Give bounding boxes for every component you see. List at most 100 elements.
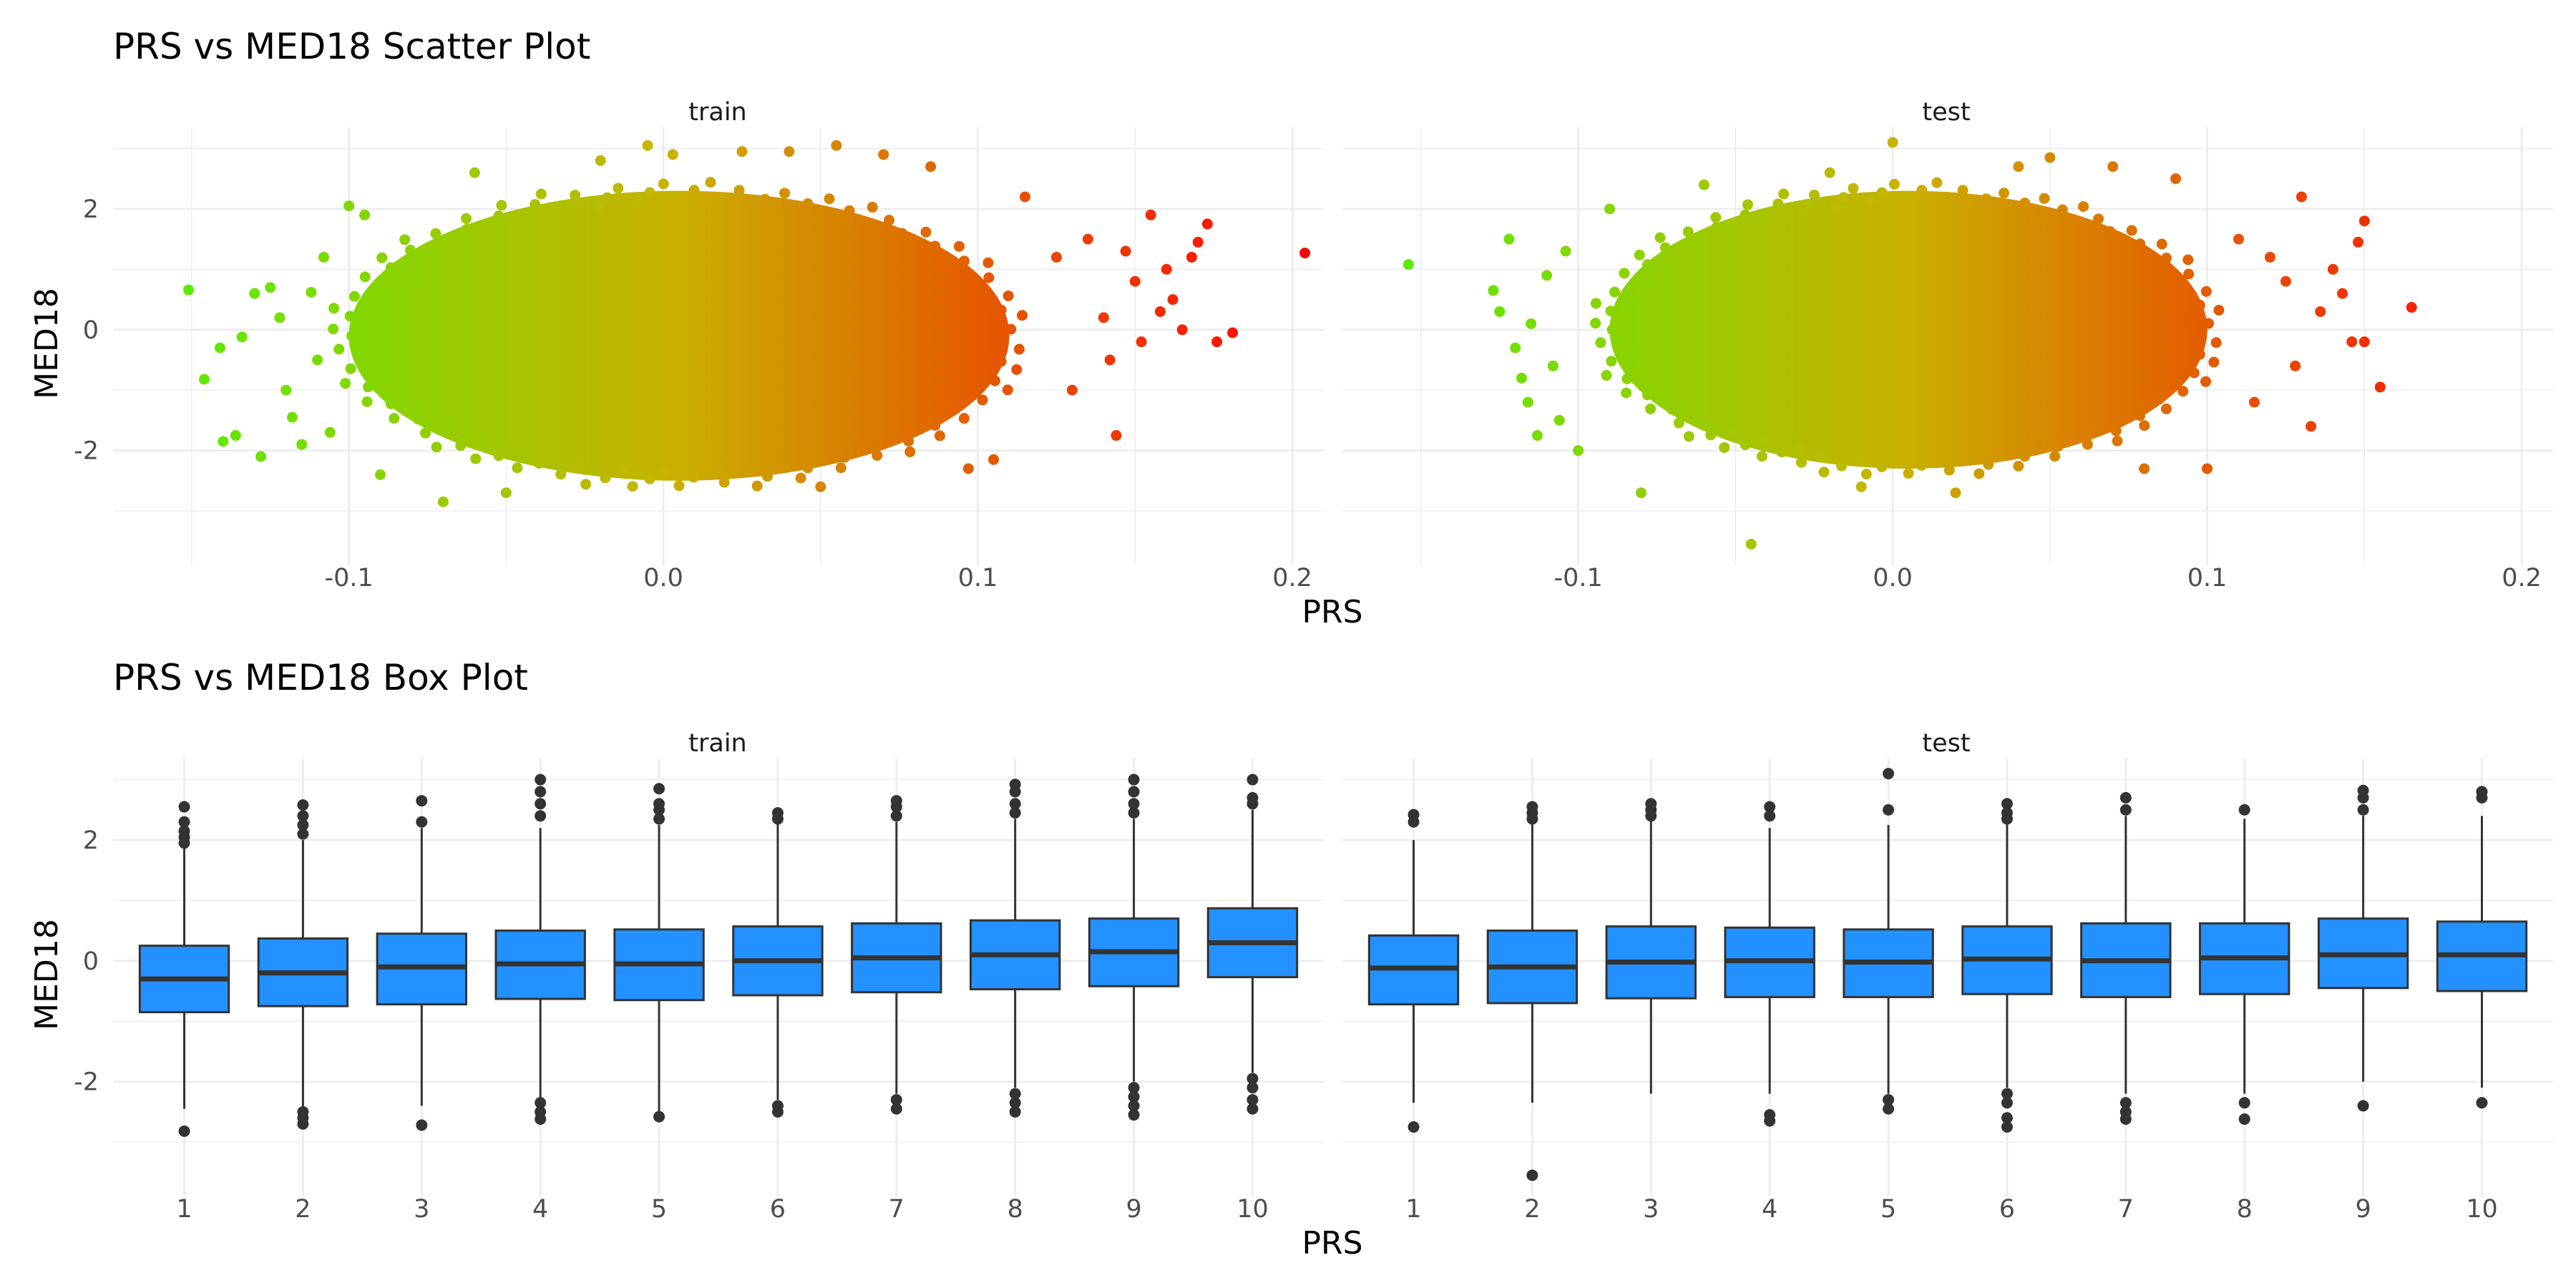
box-outlier [1009,806,1021,819]
scatter-point [296,439,308,450]
scatter-point [1104,354,1116,366]
scatter-point [1698,179,1709,190]
scatter-point [1848,182,1859,194]
scatter-point [1590,298,1601,309]
scatter-point [950,403,962,414]
box-outlier [1128,1100,1140,1112]
scatter-point [420,427,431,439]
scatter-point [1645,403,1657,414]
scatter-point [430,228,441,239]
scatter-point [2129,400,2140,411]
scatter-point [1705,429,1717,441]
scatter-point [1903,468,1914,479]
y-tick-label: 2 [83,195,99,224]
scatter-point [340,378,351,389]
scatter-point [2112,435,2123,447]
scatter-point [1402,259,1414,270]
scatter-point [1522,396,1533,408]
scatter-point [1624,330,1635,341]
scatter-point [1634,249,1645,260]
box-9 [2317,784,2409,1112]
scatter-point [2296,191,2307,203]
scatter-point [701,463,712,474]
scatter-point [770,461,781,472]
scatter-point [1740,209,1751,220]
scatter-point [1852,454,1863,465]
box-outlier [1407,809,1420,821]
box-outlier [2476,786,2488,798]
scatter-point [941,394,952,405]
box-outlier [890,1103,902,1115]
box-outlier [2119,1097,2132,1109]
scatter-point [795,472,806,484]
scatter-point [2084,228,2095,239]
box-4 [1724,801,1815,1127]
scatter-point [1667,251,1678,263]
scatter-point [2374,381,2386,393]
scatter-point [897,228,908,239]
box-panel-train: 1 2 3 4 5 6 7 8 9 10 -2 0 2 [74,758,1324,1224]
scatter-point [2082,429,2094,440]
scatter-facet-label-test: test [1922,98,1970,127]
scatter-point [2170,173,2182,185]
scatter-point [1876,461,1888,472]
scatter-point [363,381,374,393]
x-tick-label: 3 [1643,1195,1659,1224]
scatter-point [1760,436,1771,447]
scatter-point [1916,459,1927,471]
box-outlier [2001,1097,2013,1109]
box-10 [1206,774,1299,1115]
scatter-point [1632,347,1644,358]
box-outlier [1128,1109,1140,1121]
scatter-point [602,192,613,203]
scatter-point [2139,420,2150,431]
scatter-point [632,196,643,208]
box-outlier [1883,1103,1895,1115]
scatter-point [376,252,388,263]
box-1 [1367,809,1460,1133]
scatter-point [1614,342,1625,353]
scatter-point [396,271,407,283]
scatter-point [873,230,884,241]
scatter-point [371,280,383,292]
scatter-point [182,284,194,296]
scatter-point [236,331,248,343]
scatter-point [1154,306,1166,317]
scatter-point [1082,233,1093,245]
scatter-point [1002,384,1013,396]
scatter-point [779,187,791,199]
scatter-point [1688,404,1699,415]
scatter-point [1626,360,1637,371]
scatter-point [1136,336,1147,348]
scatter-point [839,452,850,463]
scatter-points [182,140,1311,507]
box-outlier [2238,804,2250,816]
box-outlier [178,816,190,828]
scatter-point [867,202,878,213]
scatter-point [1927,452,1938,463]
scatter-point [2156,238,2167,250]
scatter-point [644,187,655,198]
box-outlier [653,798,665,810]
box-outlier [1246,791,1259,804]
x-tick-label: 1 [1405,1195,1421,1224]
box-3 [376,795,468,1131]
scatter-point [359,209,371,220]
box-outlier [416,1119,428,1131]
scatter-point [412,254,424,265]
scatter-point [2113,238,2124,250]
scatter-panel-test: -0.1 0.0 0.1 0.2 [1342,127,2553,592]
scatter-point [2180,282,2192,293]
scatter-point [2203,318,2215,329]
scatter-point [2110,425,2122,436]
box-outlier [2119,1113,2132,1125]
scatter-y-axis-title: MED18 [29,288,65,399]
scatter-point [1818,467,1830,478]
box-outlier [535,810,547,822]
box-plot-section: PRS vs MED18 Box Plot train test 1 2 3 4 5 6 7… [29,657,2553,1262]
scatter-point [1176,324,1188,336]
scatter-point [409,399,420,411]
scatter-point [2210,337,2222,348]
scatter-point [954,240,965,252]
